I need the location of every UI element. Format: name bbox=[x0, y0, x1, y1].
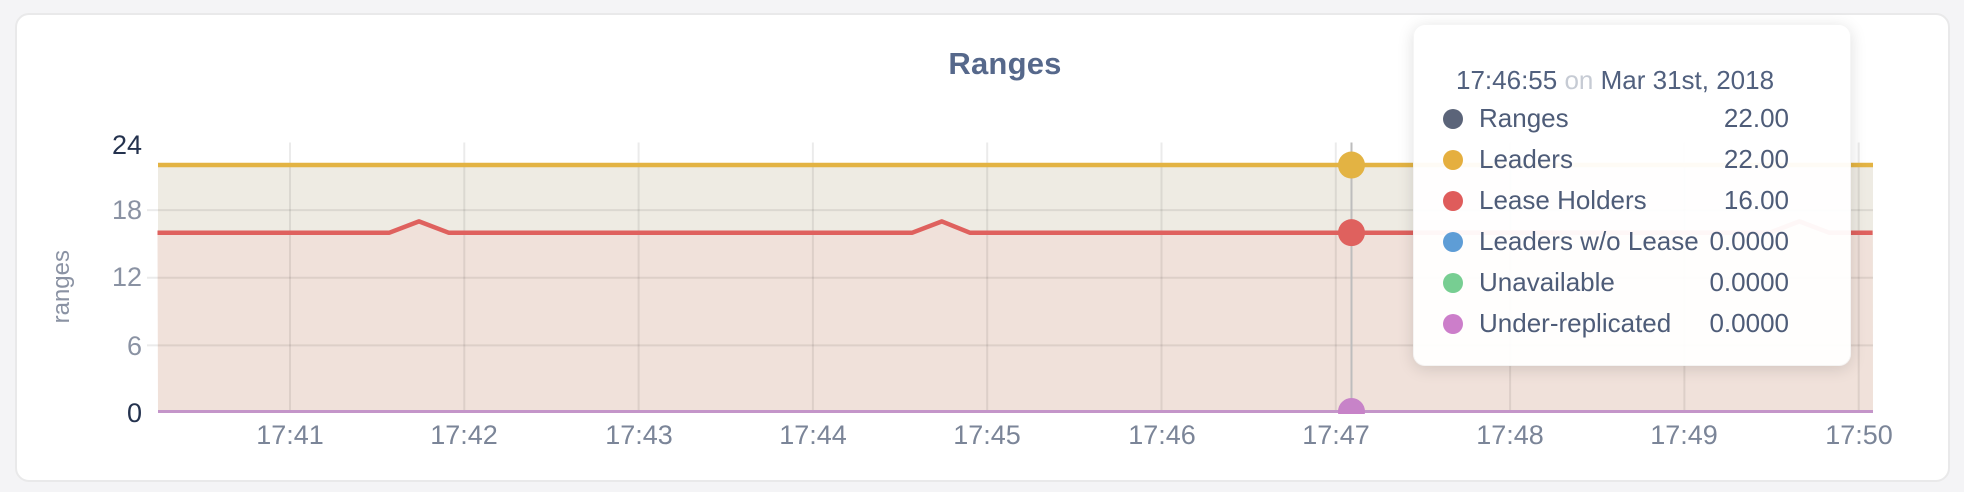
chart-title: Ranges bbox=[948, 46, 1062, 81]
x-axis-tick: 17:48 bbox=[1476, 420, 1544, 450]
tooltip-row-lease-holders: Lease Holders 16.00 bbox=[1414, 180, 1850, 221]
x-axis-tick: 17:45 bbox=[953, 420, 1021, 450]
legend-dot-ranges bbox=[1443, 108, 1463, 129]
x-axis-tick: 17:41 bbox=[256, 420, 324, 450]
tooltip-row-ranges: Ranges 22.00 bbox=[1414, 98, 1850, 139]
chart-tooltip: 17:46:55 on Mar 31st, 2018 Ranges 22.00 … bbox=[1413, 24, 1851, 366]
tooltip-timestamp: 17:46:55 on Mar 31st, 2018 bbox=[1414, 64, 1850, 97]
tooltip-row-unavailable: Unavailable 0.0000 bbox=[1414, 262, 1850, 303]
legend-dot-under-replicated bbox=[1443, 313, 1463, 334]
legend-dot-unavailable bbox=[1443, 272, 1463, 293]
legend-label: Ranges bbox=[1479, 103, 1569, 133]
legend-label: Under-replicated bbox=[1479, 308, 1672, 338]
legend-dot-leaders bbox=[1443, 149, 1463, 170]
y-axis-tick: 12 bbox=[111, 262, 142, 292]
y-axis-tick: 0 bbox=[126, 398, 142, 428]
legend-value: 0.0000 bbox=[1709, 267, 1789, 297]
x-axis-tick: 17:46 bbox=[1128, 420, 1196, 450]
tooltip-on-word: on bbox=[1564, 65, 1594, 95]
legend-value: 16.00 bbox=[1723, 185, 1789, 215]
legend-value: 22.00 bbox=[1723, 144, 1789, 174]
x-axis-tick: 17:43 bbox=[605, 420, 673, 450]
legend-value: 22.00 bbox=[1723, 103, 1789, 133]
legend-label: Leaders w/o Lease bbox=[1479, 226, 1699, 256]
legend-value: 0.0000 bbox=[1709, 226, 1789, 256]
legend-dot-leaders-wo-lease bbox=[1443, 231, 1463, 252]
legend-label: Leaders bbox=[1479, 144, 1573, 174]
legend-value: 0.0000 bbox=[1709, 308, 1789, 338]
tooltip-row-leaders-wo-lease: Leaders w/o Lease 0.0000 bbox=[1414, 221, 1850, 262]
x-axis-tick: 17:49 bbox=[1650, 420, 1718, 450]
tooltip-row-under-replicated: Under-replicated 0.0000 bbox=[1414, 303, 1850, 344]
tooltip-time: 17:46:55 bbox=[1456, 65, 1558, 95]
x-axis-tick: 17:47 bbox=[1302, 420, 1370, 450]
legend-label: Unavailable bbox=[1479, 267, 1615, 297]
legend-label: Lease Holders bbox=[1479, 185, 1647, 215]
y-axis-tick: 18 bbox=[111, 195, 142, 225]
tooltip-row-leaders: Leaders 22.00 bbox=[1414, 139, 1850, 180]
tooltip-date: Mar 31st, 2018 bbox=[1600, 65, 1775, 95]
y-axis-tick: 24 bbox=[111, 130, 142, 160]
y-axis-tick: 6 bbox=[126, 331, 142, 361]
x-axis-tick: 17:42 bbox=[430, 420, 498, 450]
x-axis-tick: 17:50 bbox=[1825, 420, 1893, 450]
legend-dot-lease-holders bbox=[1443, 190, 1463, 211]
x-axis-tick: 17:44 bbox=[779, 420, 847, 450]
